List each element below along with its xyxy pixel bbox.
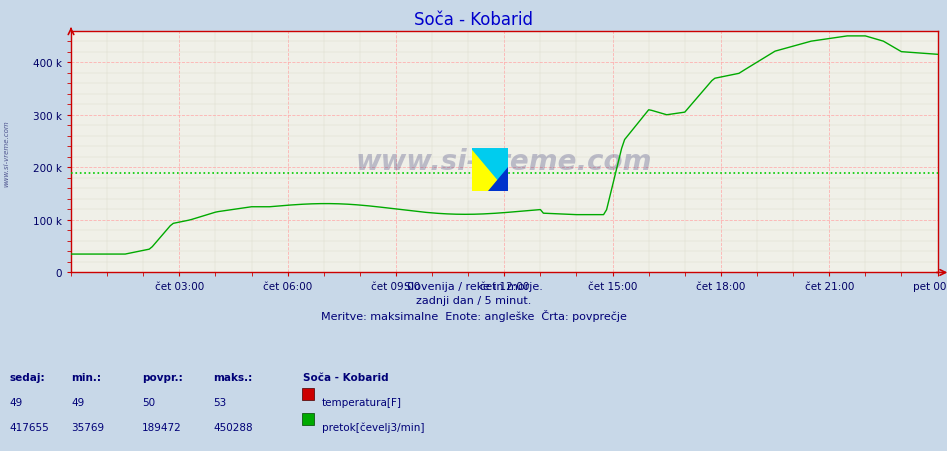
Text: maks.:: maks.:: [213, 372, 252, 382]
Polygon shape: [488, 168, 508, 192]
Text: 49: 49: [71, 397, 84, 407]
Text: Meritve: maksimalne  Enote: angleške  Črta: povprečje: Meritve: maksimalne Enote: angleške Črta…: [321, 309, 626, 321]
Text: 50: 50: [142, 397, 155, 407]
Text: 35769: 35769: [71, 422, 104, 432]
Polygon shape: [472, 149, 508, 192]
Text: 53: 53: [213, 397, 226, 407]
Text: www.si-vreme.com: www.si-vreme.com: [4, 120, 9, 187]
Text: povpr.:: povpr.:: [142, 372, 183, 382]
Text: 49: 49: [9, 397, 23, 407]
Text: Soča - Kobarid: Soča - Kobarid: [303, 372, 388, 382]
Text: 189472: 189472: [142, 422, 182, 432]
Text: sedaj:: sedaj:: [9, 372, 45, 382]
Text: 417655: 417655: [9, 422, 49, 432]
Text: pretok[čevelj3/min]: pretok[čevelj3/min]: [322, 422, 424, 432]
Text: Slovenija / reke in morje.: Slovenija / reke in morje.: [404, 282, 543, 292]
Polygon shape: [472, 149, 508, 192]
Text: zadnji dan / 5 minut.: zadnji dan / 5 minut.: [416, 295, 531, 305]
Text: temperatura[F]: temperatura[F]: [322, 397, 402, 407]
Text: min.:: min.:: [71, 372, 101, 382]
Text: www.si-vreme.com: www.si-vreme.com: [356, 148, 652, 176]
Text: Soča - Kobarid: Soča - Kobarid: [414, 11, 533, 29]
Text: 450288: 450288: [213, 422, 253, 432]
